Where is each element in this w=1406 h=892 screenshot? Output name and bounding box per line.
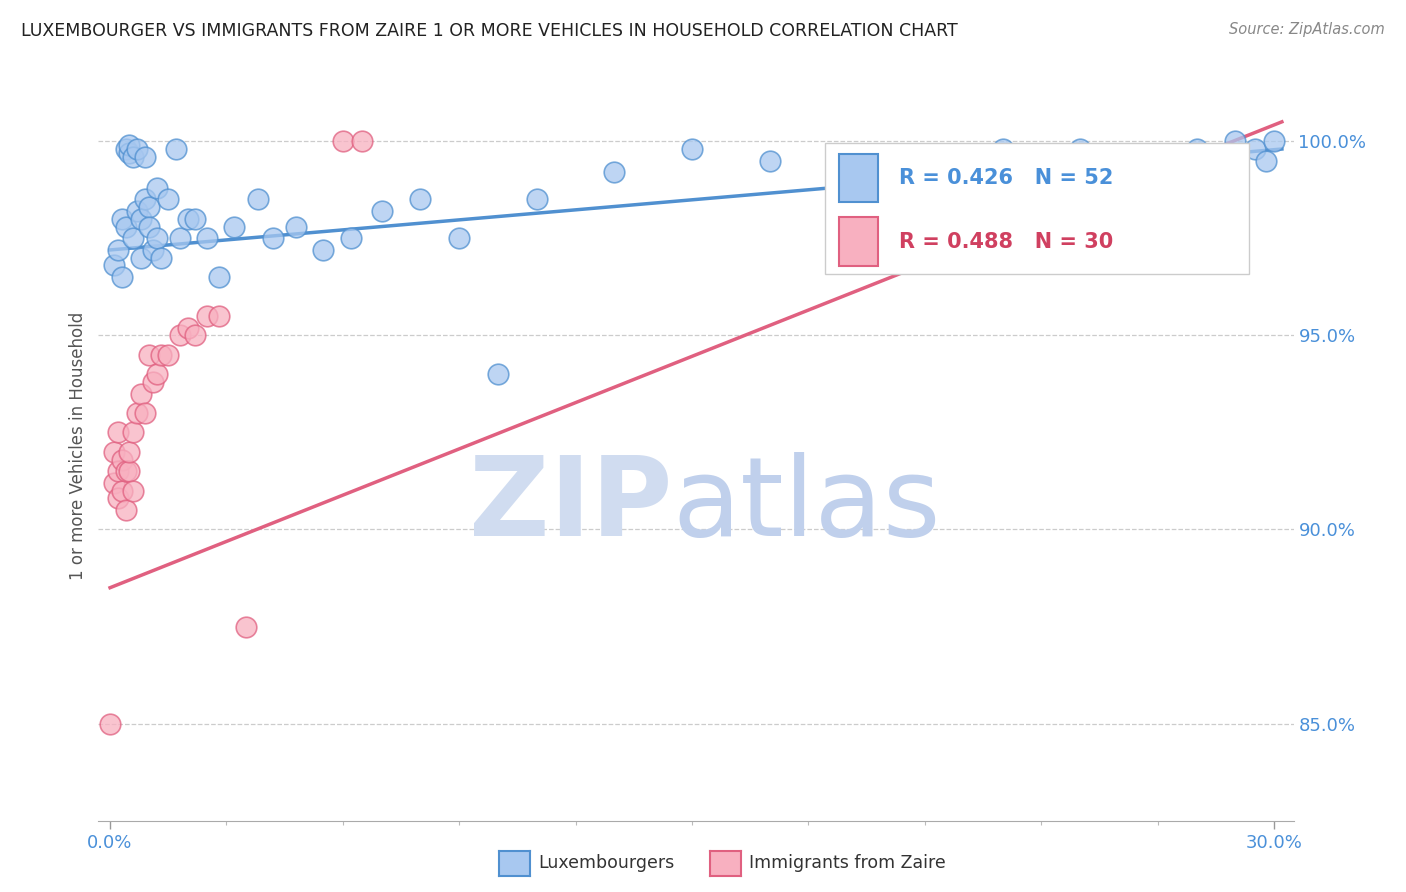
Point bbox=[122, 483, 145, 498]
Point bbox=[1185, 142, 1208, 156]
Point bbox=[122, 150, 145, 164]
Point bbox=[111, 211, 134, 226]
Point bbox=[352, 134, 374, 148]
Point bbox=[129, 211, 152, 226]
Point bbox=[98, 716, 121, 731]
Point bbox=[1243, 142, 1265, 156]
Point bbox=[176, 320, 198, 334]
Point bbox=[208, 270, 231, 285]
Point bbox=[145, 231, 167, 245]
Point bbox=[114, 142, 136, 156]
Point bbox=[103, 445, 125, 459]
Point bbox=[114, 464, 136, 478]
Point bbox=[235, 619, 257, 633]
Point bbox=[262, 231, 284, 245]
Point bbox=[1069, 142, 1091, 156]
Point bbox=[409, 193, 432, 207]
Point bbox=[114, 503, 136, 517]
Point bbox=[157, 348, 180, 362]
Point bbox=[157, 193, 180, 207]
Point bbox=[127, 142, 149, 156]
Text: Source: ZipAtlas.com: Source: ZipAtlas.com bbox=[1229, 22, 1385, 37]
Text: R = 0.488   N = 30: R = 0.488 N = 30 bbox=[900, 232, 1114, 252]
Point bbox=[111, 270, 134, 285]
FancyBboxPatch shape bbox=[839, 153, 877, 202]
Point bbox=[127, 204, 149, 219]
Point bbox=[107, 491, 129, 506]
Point bbox=[486, 367, 509, 381]
Text: ZIP: ZIP bbox=[468, 452, 672, 559]
Point bbox=[138, 348, 160, 362]
Point bbox=[758, 153, 780, 168]
Point bbox=[184, 211, 207, 226]
Point bbox=[195, 231, 218, 245]
Text: Immigrants from Zaire: Immigrants from Zaire bbox=[749, 855, 946, 872]
Y-axis label: 1 or more Vehicles in Household: 1 or more Vehicles in Household bbox=[69, 312, 87, 580]
Point bbox=[114, 219, 136, 234]
Point bbox=[312, 243, 335, 257]
Point bbox=[118, 445, 141, 459]
Point bbox=[176, 211, 198, 226]
Point bbox=[118, 145, 141, 160]
Point bbox=[285, 219, 308, 234]
Point bbox=[134, 406, 156, 420]
Point bbox=[134, 193, 156, 207]
Point bbox=[169, 328, 191, 343]
Point bbox=[149, 348, 172, 362]
Point bbox=[122, 231, 145, 245]
Point bbox=[103, 475, 125, 490]
Point bbox=[332, 134, 354, 148]
Point bbox=[875, 153, 897, 168]
Point bbox=[169, 231, 191, 245]
Point bbox=[1225, 134, 1247, 148]
Point bbox=[208, 309, 231, 323]
Point bbox=[1128, 153, 1150, 168]
Point bbox=[129, 251, 152, 265]
Text: Luxembourgers: Luxembourgers bbox=[538, 855, 675, 872]
Point bbox=[195, 309, 218, 323]
Text: atlas: atlas bbox=[672, 452, 941, 559]
Point bbox=[111, 452, 134, 467]
Point bbox=[603, 165, 626, 179]
Point bbox=[1263, 134, 1285, 148]
FancyBboxPatch shape bbox=[825, 143, 1250, 274]
Point bbox=[107, 464, 129, 478]
Point bbox=[127, 406, 149, 420]
Point bbox=[111, 483, 134, 498]
Point bbox=[107, 425, 129, 440]
Point bbox=[165, 142, 187, 156]
Point bbox=[142, 243, 165, 257]
Point bbox=[145, 181, 167, 195]
Point bbox=[138, 200, 160, 214]
Point bbox=[142, 375, 165, 389]
Point bbox=[129, 386, 152, 401]
Point bbox=[1256, 153, 1278, 168]
Point bbox=[138, 219, 160, 234]
Point bbox=[122, 425, 145, 440]
Point bbox=[224, 219, 246, 234]
Point bbox=[184, 328, 207, 343]
Point bbox=[991, 142, 1014, 156]
Point bbox=[107, 243, 129, 257]
FancyBboxPatch shape bbox=[839, 218, 877, 266]
Point bbox=[118, 464, 141, 478]
Point bbox=[134, 150, 156, 164]
Point bbox=[449, 231, 471, 245]
Point bbox=[526, 193, 548, 207]
Point bbox=[246, 193, 269, 207]
Point bbox=[145, 367, 167, 381]
Point bbox=[103, 259, 125, 273]
Text: R = 0.426   N = 52: R = 0.426 N = 52 bbox=[900, 168, 1114, 188]
Point bbox=[118, 138, 141, 153]
Text: LUXEMBOURGER VS IMMIGRANTS FROM ZAIRE 1 OR MORE VEHICLES IN HOUSEHOLD CORRELATIO: LUXEMBOURGER VS IMMIGRANTS FROM ZAIRE 1 … bbox=[21, 22, 957, 40]
Point bbox=[681, 142, 703, 156]
Point bbox=[370, 204, 392, 219]
Point bbox=[339, 231, 361, 245]
Point bbox=[149, 251, 172, 265]
